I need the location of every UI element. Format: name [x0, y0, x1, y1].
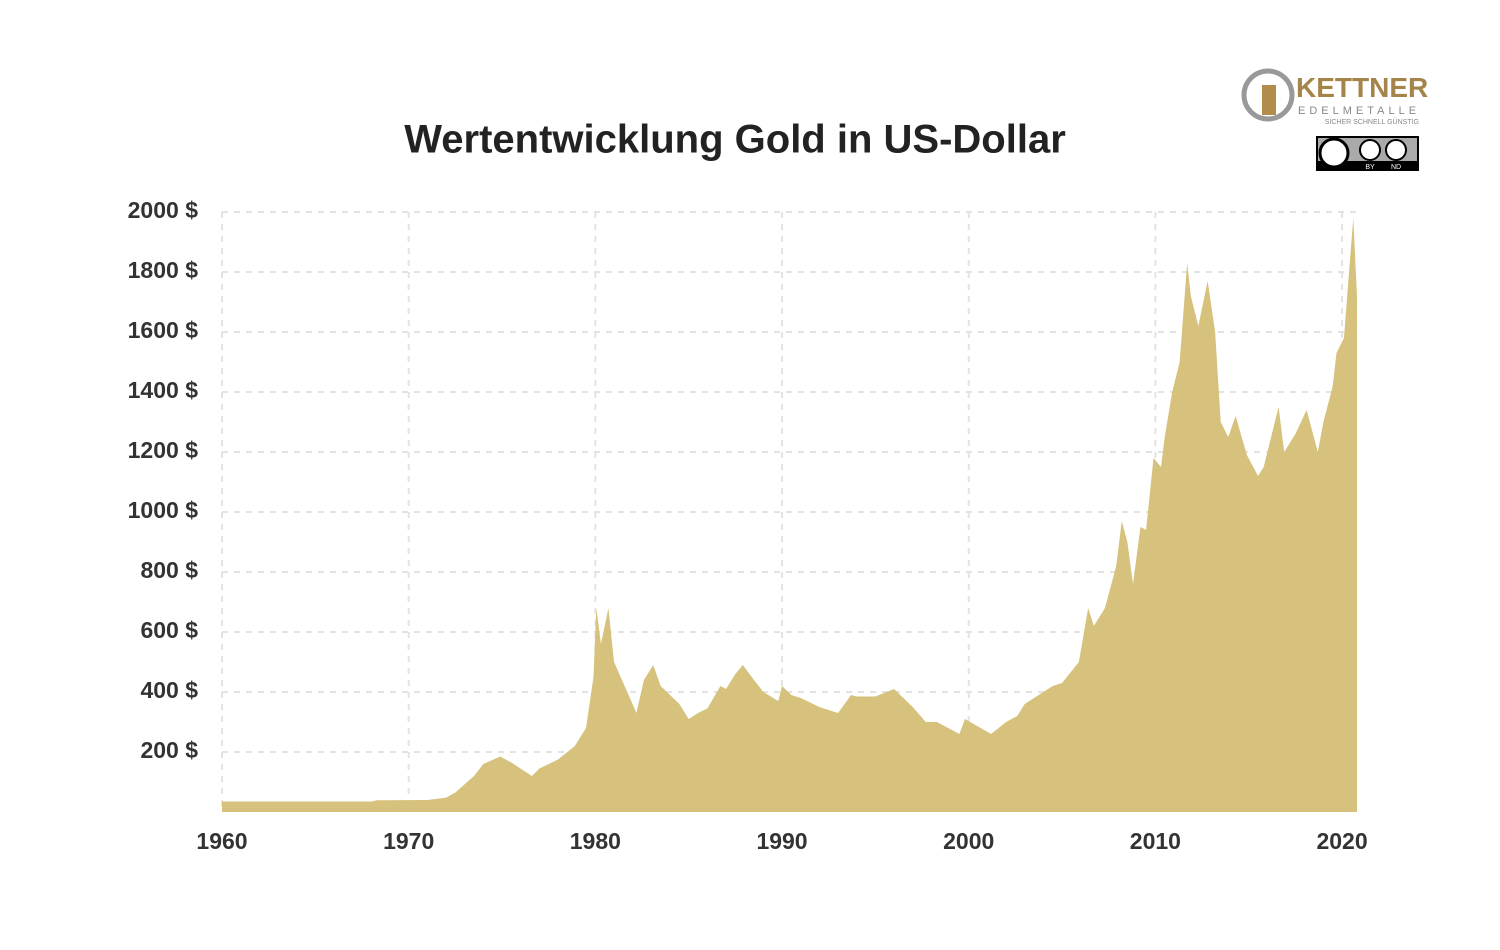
- y-tick-label: 1600 $: [128, 317, 199, 343]
- x-tick-label: 2020: [1316, 828, 1367, 854]
- cc-icon: [1318, 137, 1350, 169]
- license-badge: BY ND: [1316, 136, 1419, 171]
- x-tick-label: 2000: [943, 828, 994, 854]
- logo-tagline: SICHER SCHNELL GÜNSTIG: [1325, 118, 1419, 126]
- y-tick-label: 1800 $: [128, 257, 199, 283]
- y-tick-label: 2000 $: [128, 197, 199, 223]
- chart-title: Wertentwicklung Gold in US-Dollar: [404, 118, 1066, 162]
- y-tick-label: 200 $: [140, 737, 198, 763]
- logo-ring: [1241, 68, 1295, 122]
- x-tick-label: 1990: [756, 828, 807, 854]
- x-tick-label: 2010: [1130, 828, 1181, 854]
- logo-name: KETTNER: [1296, 72, 1428, 103]
- logo-subtitle: EDELMETALLE: [1298, 105, 1420, 117]
- x-tick-label: 1960: [196, 828, 247, 854]
- area: [222, 218, 1357, 812]
- by-icon: [1359, 139, 1381, 161]
- x-tick-label: 1970: [383, 828, 434, 854]
- y-tick-label: 1400 $: [128, 377, 199, 403]
- x-tick-label: 1980: [570, 828, 621, 854]
- logo-mark: [1262, 85, 1276, 115]
- logo: KETTNER EDELMETALLE SICHER SCHNELL GÜNST…: [1241, 68, 1428, 126]
- y-tick-label: 400 $: [140, 677, 198, 703]
- nd-icon: [1385, 139, 1407, 161]
- by-label: BY: [1365, 164, 1375, 171]
- y-tick-label: 800 $: [140, 557, 198, 583]
- y-tick-label: 600 $: [140, 617, 198, 643]
- nd-label: ND: [1391, 164, 1401, 171]
- y-tick-label: 1000 $: [128, 497, 199, 523]
- y-tick-label: 1200 $: [128, 437, 199, 463]
